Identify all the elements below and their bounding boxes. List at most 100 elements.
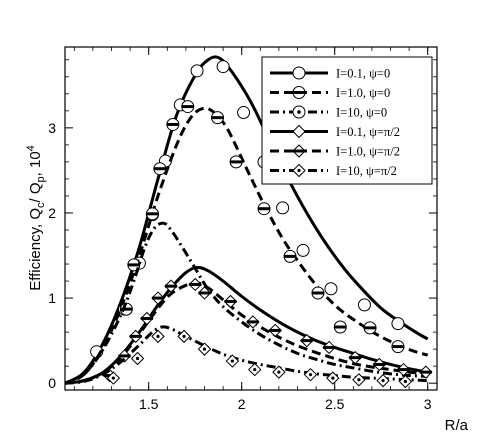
legend: I=0.1, ψ=0 I=1.0, ψ=0 I=10, ψ=0 I=0.1, ψ=π/… [261,56,433,185]
series-6-marker-8-dot [277,370,281,374]
legend-marker-4-shape [292,124,306,139]
series-5-marker-3 [128,329,143,344]
series-1-marker-12-shape [296,243,310,257]
legend-marker-1-shape [292,66,306,80]
legend-entry-6: I=10, ψ=π/2 [270,163,397,178]
y-axis-label-main: Efficiency, Q [27,208,44,291]
series-5-line [65,281,428,385]
series-6-marker-6-dot [230,359,234,363]
y-axis-label-tail: , 10 [27,151,44,176]
series-1-marker-15 [391,317,405,331]
series-2-marker-13 [363,321,377,335]
series-1-marker-13 [324,282,338,296]
series-6-marker-13 [398,374,413,389]
series-6-marker-4 [177,329,191,344]
legend-entry-1: I=0.1, ψ=0 [270,66,390,81]
series-5-marker-8 [197,286,212,300]
y-axis-label-sub2: p [35,176,47,182]
series-1-marker-15-shape [391,317,405,331]
series-2-marker-14 [391,340,405,354]
legend-label-5: I=1.0, ψ=π/2 [336,145,400,159]
series-2-marker-5 [166,117,180,131]
series-5-marker-14 [348,350,362,365]
legend-label-4: I=0.1, ψ=π/2 [336,125,400,139]
series-2-marker-4 [153,162,167,176]
x-tick-label: 2.5 [325,396,345,412]
series-5-marker-6 [164,279,178,293]
series-5-marker-15 [372,357,387,372]
legend-label-1: I=0.1, ψ=0 [336,67,390,81]
legend-entry-3: I=10, ψ=0 [270,105,387,120]
series-1-marker-13-shape [324,282,338,296]
legend-marker-3-dot [297,110,301,114]
series-6-marker-11-dot [357,378,361,382]
series-1 [65,55,429,385]
series-1-marker-7 [190,64,204,78]
legend-marker-2 [292,86,306,99]
series-6-marker-1-dot [111,376,115,380]
series-5-marker-9 [223,294,238,309]
series-2-marker-2 [127,258,141,272]
series-1-marker-8 [216,60,230,74]
series-1-marker-8-shape [216,60,230,74]
series-6 [65,325,428,389]
legend-box [261,56,433,185]
x-tick-label: 3 [424,396,432,412]
x-tick-label: 1.5 [139,396,159,412]
series-6-marker-2-dot [135,356,140,361]
series-6-marker-2 [130,351,145,366]
series-6-marker-13-dot [403,379,407,384]
legend-label-2: I=1.0, ψ=0 [336,86,390,100]
series-6-marker-5-dot [202,347,207,351]
series-6-marker-1 [106,371,121,385]
series-1-marker-14-shape [357,298,371,312]
series-6-marker-4-dot [182,334,186,338]
series-5-marker-13 [322,340,336,355]
series-1-marker-11-shape [276,201,290,215]
series-6-marker-12-dot [381,379,385,383]
series-5-marker-16 [396,362,411,377]
y-tick-label: 2 [48,205,56,221]
y-axis-label-sup: 4 [25,145,37,151]
series-6-marker-3 [151,329,165,344]
series-1-marker-9 [237,106,251,120]
legend-marker-5 [292,144,306,158]
legend-label-6: I=10, ψ=π/2 [336,164,397,178]
legend-marker-6 [292,163,306,178]
legend-marker-6-dot [297,168,301,173]
series-5-marker-12 [300,333,314,348]
series-6-marker-9 [303,367,318,382]
y-axis-label-mid: / Q [27,182,44,202]
series-1-marker-7-shape [190,64,204,78]
series-1-marker-14 [357,298,371,312]
series-6-marker-8 [272,365,286,379]
series-2-marker-8 [229,155,243,169]
series-3 [65,221,428,385]
y-axis-label: Efficiency, Qc/ Qp, 104 [25,145,47,291]
series-6-marker-12 [376,373,390,388]
legend-marker-1 [292,66,306,80]
plot-area: 1.5 2 2.5 3 0 1 2 3 [48,46,438,412]
series-6-marker-5 [197,342,212,356]
y-tick-label: 3 [48,120,56,136]
series-6-marker-6 [225,354,240,368]
series-5-marker-11 [268,323,282,338]
series-6-marker-11 [352,373,366,387]
y-axis-label-sub1: c [35,202,47,208]
series-4-line [65,265,428,385]
series-2-marker-9 [257,202,271,216]
series-6-marker-3-dot [156,334,160,338]
x-axis-label: R/a [445,417,469,434]
series-6-marker-10 [326,371,340,385]
series-5 [65,277,433,385]
series-2-marker-12 [333,320,347,334]
series-6-marker-7 [248,362,262,377]
series-2-marker-6 [181,100,195,114]
series-1-line [65,55,429,385]
legend-entry-2: I=1.0, ψ=0 [270,86,390,100]
series-5-marker-17 [419,365,433,379]
series-2-marker-11 [311,286,325,300]
series-6-marker-7-dot [253,367,257,372]
y-tick-label: 1 [48,290,56,306]
